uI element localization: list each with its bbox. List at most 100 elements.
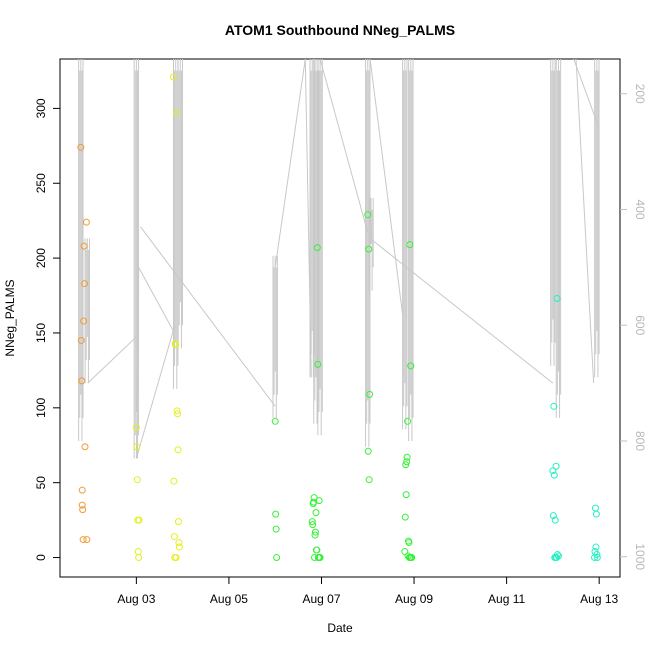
data-point <box>135 554 143 562</box>
data-point <box>313 546 321 554</box>
secondary-y-axis: 200 400 600 800 1000 <box>620 84 647 570</box>
data-point <box>173 109 181 117</box>
secondary-y-tick-label: 600 <box>633 315 647 335</box>
data-point <box>82 218 90 226</box>
x-tick-label: Aug 13 <box>580 592 618 606</box>
data-point <box>309 521 317 529</box>
data-point <box>272 510 280 518</box>
data-point <box>78 501 86 509</box>
data-points <box>77 73 601 562</box>
data-point <box>593 554 601 562</box>
secondary-y-tick-label: 1000 <box>633 543 647 570</box>
data-point <box>77 143 85 151</box>
secondary-y-tick-label: 200 <box>633 84 647 104</box>
data-point <box>133 443 141 451</box>
data-point <box>272 525 280 533</box>
track-segment <box>573 58 600 129</box>
data-point <box>402 461 410 469</box>
data-point <box>365 245 373 253</box>
data-point <box>313 244 321 252</box>
data-point <box>315 497 323 505</box>
data-point <box>316 554 324 562</box>
data-point <box>311 531 319 539</box>
data-point <box>403 453 411 461</box>
data-point <box>80 242 88 250</box>
track-segment <box>575 58 595 384</box>
data-point <box>271 417 279 425</box>
data-point <box>554 551 562 559</box>
track-segment <box>87 336 137 384</box>
data-point <box>175 539 183 547</box>
data-point <box>173 407 181 415</box>
data-point <box>80 317 88 325</box>
data-point <box>310 494 318 502</box>
data-point <box>552 462 560 470</box>
data-point <box>314 360 322 368</box>
data-point <box>401 513 409 521</box>
track-segment <box>140 226 276 407</box>
data-point <box>401 548 409 556</box>
x-tick-label: Aug 03 <box>117 592 155 606</box>
data-point <box>549 512 557 520</box>
x-tick-label: Aug 05 <box>210 592 248 606</box>
data-point <box>79 536 87 544</box>
data-point <box>273 554 281 562</box>
data-point <box>170 477 178 485</box>
data-point <box>78 486 86 494</box>
track-segment <box>138 267 174 332</box>
data-point <box>549 467 557 475</box>
data-point <box>311 528 319 536</box>
pressure-track <box>78 58 600 459</box>
data-point <box>550 402 558 410</box>
data-point <box>591 504 599 512</box>
data-point <box>550 471 558 479</box>
data-point <box>172 554 180 562</box>
y-tick-label: 250 <box>34 173 48 193</box>
secondary-y-tick-label: 800 <box>633 431 647 451</box>
track-segment <box>369 238 554 384</box>
data-point <box>408 554 416 562</box>
data-point <box>592 543 600 551</box>
data-point <box>132 423 140 431</box>
data-point <box>404 417 412 425</box>
track-segment <box>369 58 403 314</box>
y-tick-label: 50 <box>34 476 48 490</box>
y-tick-label: 0 <box>34 554 48 561</box>
y-axis: 0 50 100 150 200 250 300 <box>34 98 60 561</box>
data-point <box>364 447 372 455</box>
x-axis: Aug 03 Aug 05 Aug 07 Aug 09 Aug 11 Aug 13 <box>117 577 619 606</box>
data-point <box>78 377 86 385</box>
plot-area <box>59 58 621 578</box>
data-point <box>312 509 320 517</box>
x-tick-label: Aug 11 <box>488 592 525 606</box>
y-tick-label: 300 <box>34 98 48 118</box>
chart-title: ATOM1 Southbound NNeg_PALMS <box>225 22 455 38</box>
data-point <box>365 476 373 484</box>
data-point <box>174 446 182 454</box>
track-segment <box>135 325 176 459</box>
track-segment <box>135 267 140 459</box>
data-point <box>553 295 561 303</box>
data-point <box>405 539 413 547</box>
data-point <box>81 280 89 288</box>
data-point <box>364 211 372 219</box>
secondary-y-tick-label: 400 <box>633 199 647 219</box>
data-point <box>134 548 142 556</box>
data-point <box>83 536 91 544</box>
data-point <box>593 551 601 559</box>
data-point <box>79 506 87 514</box>
y-tick-label: 150 <box>34 323 48 343</box>
data-point <box>81 443 89 451</box>
data-point <box>174 410 182 418</box>
x-tick-label: Aug 07 <box>302 592 340 606</box>
data-point <box>170 533 178 541</box>
y-axis-label: NNeg_PALMS <box>3 279 17 356</box>
data-point <box>592 510 600 518</box>
data-point <box>77 336 85 344</box>
y-tick-label: 100 <box>34 397 48 417</box>
data-point <box>402 491 410 499</box>
data-point <box>172 341 180 349</box>
track-segment <box>319 58 369 233</box>
data-point <box>553 554 561 562</box>
